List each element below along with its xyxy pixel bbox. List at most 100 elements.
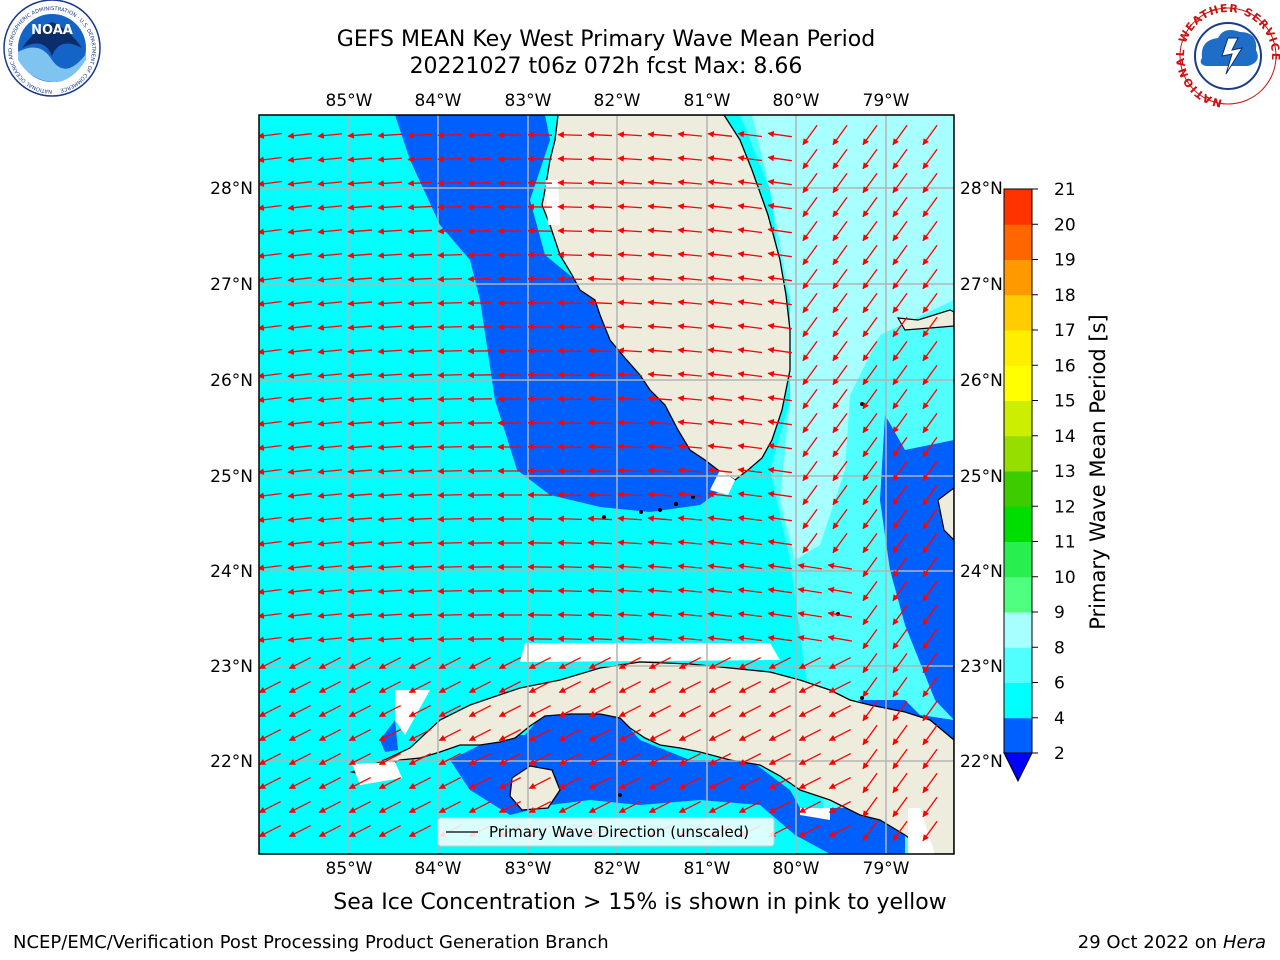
wave-arrow [378, 656, 401, 670]
wave-arrow [588, 680, 611, 694]
wave-arrow [318, 704, 341, 718]
wave-arrow [617, 539, 643, 546]
wave-arrow [557, 419, 583, 427]
wave-arrow [558, 704, 581, 718]
wave-arrow [408, 800, 431, 814]
wave-arrow [557, 443, 583, 451]
lat-label-left: 25°N [210, 467, 253, 487]
wave-arrow [802, 196, 818, 218]
wave-arrow [832, 172, 848, 194]
wave-arrow [347, 228, 373, 235]
wave-arrow [617, 587, 643, 594]
wave-arrow [498, 800, 521, 814]
wave-arrow [587, 179, 613, 186]
lon-label-top: 80°W [773, 91, 820, 111]
colorbar-label: Primary Wave Mean Period [s] [1086, 314, 1110, 630]
wave-arrow [259, 300, 282, 307]
colorbar-tick-label: 12 [1054, 497, 1076, 517]
wave-arrow [617, 299, 643, 306]
wave-arrow [798, 680, 821, 694]
wave-arrow [862, 580, 878, 602]
wave-arrow [587, 467, 613, 474]
wave-arrow [617, 419, 643, 426]
wave-arrow [317, 468, 343, 475]
wave-arrow [347, 540, 373, 547]
wave-arrow [737, 515, 762, 522]
wave-arrow [617, 491, 643, 498]
wave-arrow [259, 468, 282, 475]
wave-arrow [892, 364, 908, 386]
wave-arrow [802, 316, 818, 338]
wave-arrow [648, 680, 671, 694]
wave-arrow [407, 372, 433, 379]
wave-arrow [438, 704, 461, 718]
wave-arrow [832, 220, 848, 242]
wave-arrow [892, 196, 908, 218]
wave-arrow [557, 347, 583, 355]
wave-arrow [922, 484, 938, 506]
lon-label-top: 79°W [863, 91, 910, 111]
lat-label-left: 26°N [210, 371, 253, 391]
wave-arrow [767, 490, 792, 498]
wave-arrow [892, 244, 908, 266]
wave-arrow [259, 752, 281, 766]
wave-arrow [828, 704, 851, 718]
wave-arrow [832, 364, 848, 386]
wave-arrow [707, 515, 732, 522]
wave-arrow [678, 728, 701, 742]
wave-arrow [347, 636, 373, 643]
wave-arrow [587, 563, 613, 570]
wave-arrow [892, 700, 908, 722]
wave-arrow [347, 444, 373, 451]
wave-arrow [557, 539, 583, 547]
wave-arrow [648, 752, 671, 766]
period-2-4-south-cuba [450, 712, 905, 854]
wave-arrow [558, 656, 581, 670]
wave-arrow [862, 412, 878, 434]
wave-arrow [677, 131, 703, 138]
footer-date-text: 29 Oct 2022 on [1077, 932, 1223, 953]
colorbar-tick-label: 16 [1054, 356, 1076, 376]
wave-arrow [468, 752, 491, 766]
wave-arrow [892, 148, 908, 170]
wave-arrow [377, 156, 403, 163]
wave-arrow [259, 704, 281, 718]
wave-arrow [558, 776, 581, 790]
wave-arrow [618, 800, 641, 814]
wave-arrow [558, 728, 581, 742]
wave-arrow [677, 491, 703, 498]
wave-arrow [862, 796, 878, 818]
wave-arrow [767, 154, 792, 162]
wave-arrow [922, 556, 938, 578]
wave-arrow [708, 752, 731, 766]
legend-label: Primary Wave Direction (unscaled) [489, 823, 749, 841]
lon-label-top: 82°W [594, 91, 641, 111]
lat-label-right: 28°N [960, 179, 1003, 199]
wave-arrow [862, 604, 878, 626]
wave-arrow [407, 468, 433, 475]
wave-arrow [259, 516, 282, 523]
wave-arrow [377, 540, 403, 547]
lon-label-bottom: 79°W [863, 859, 910, 879]
wave-arrow [437, 515, 463, 523]
wave-arrow [437, 275, 463, 283]
wave-arrow [862, 460, 878, 482]
colorbar-segment [1004, 259, 1032, 296]
wave-arrow [437, 443, 463, 451]
wave-arrow [557, 515, 583, 523]
wave-arrow [408, 776, 431, 790]
wave-arrow [587, 419, 613, 426]
wave-arrow [922, 676, 938, 698]
colorbar-segment [1004, 717, 1032, 754]
wave-arrow [347, 204, 373, 211]
wave-arrow [862, 820, 878, 842]
wave-arrow [347, 252, 373, 259]
wave-arrow [437, 635, 463, 643]
wave-arrow [832, 460, 848, 482]
wave-arrow [862, 124, 878, 146]
wave-arrow [707, 635, 732, 642]
wave-arrow [767, 562, 792, 570]
wave-arrow [708, 728, 731, 742]
lon-label-bottom: 83°W [505, 859, 552, 879]
